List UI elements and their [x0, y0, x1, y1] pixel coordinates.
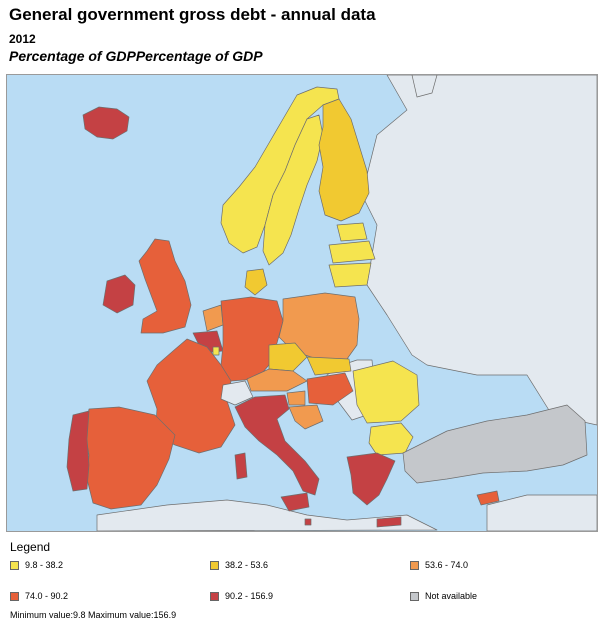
- legend-label: 38.2 - 53.6: [225, 560, 269, 570]
- legend-label: Not available: [425, 591, 478, 601]
- region-slovakia: [306, 356, 352, 376]
- region-spain: [84, 406, 176, 510]
- map-year: 2012: [9, 32, 36, 46]
- region-hungary: [306, 372, 354, 406]
- region-sicily: [280, 492, 310, 512]
- region-italy: [234, 394, 320, 496]
- legend-minmax: Minimum value:9.8 Maximum value:156.9: [10, 610, 177, 620]
- legend-item: 53.6 - 74.0: [410, 558, 468, 572]
- region-denmark: [244, 268, 268, 296]
- legend: Legend 9.8 - 38.2 38.2 - 53.6 53.6 - 74.…: [0, 538, 600, 636]
- region-croatia: [288, 404, 324, 430]
- region-latvia: [328, 240, 376, 264]
- region-ireland: [102, 274, 136, 314]
- legend-item: 9.8 - 38.2: [10, 558, 63, 572]
- legend-swatch: [210, 560, 219, 570]
- region-lithuania: [328, 262, 372, 288]
- region-luxembourg: [212, 346, 220, 356]
- region-netherlands: [202, 304, 224, 332]
- region-crete: [376, 516, 402, 528]
- region-sardinia: [234, 452, 248, 480]
- region-czech-republic: [268, 342, 308, 372]
- region-svalbard: [411, 75, 438, 98]
- region-estonia: [336, 222, 368, 242]
- legend-label: 9.8 - 38.2: [25, 560, 64, 570]
- legend-item: Not available: [410, 589, 477, 603]
- legend-item: 74.0 - 90.2: [10, 589, 68, 603]
- region-switzerland: [220, 380, 254, 406]
- legend-label: 90.2 - 156.9: [225, 591, 274, 601]
- legend-title: Legend: [10, 540, 51, 554]
- legend-item: 38.2 - 53.6: [210, 558, 268, 572]
- legend-swatch: [410, 560, 419, 570]
- region-france: [146, 338, 236, 454]
- region-turkey: [402, 404, 588, 484]
- region-iceland: [82, 106, 130, 140]
- region-united-kingdom: [138, 238, 192, 334]
- region-portugal: [66, 410, 90, 492]
- region-malta: [304, 518, 312, 526]
- map-title: General government gross debt - annual d…: [9, 5, 376, 24]
- legend-label: 74.0 - 90.2: [25, 591, 69, 601]
- region-bulgaria: [368, 422, 414, 456]
- legend-swatch: [10, 591, 19, 601]
- map-unit: Percentage of GDPPercentage of GDP: [9, 48, 263, 64]
- map-svg: [66, 75, 597, 531]
- region-cyprus: [476, 490, 500, 506]
- region-north-africa: [96, 499, 438, 531]
- legend-swatch: [210, 591, 219, 601]
- legend-swatch: [410, 591, 419, 601]
- legend-swatch: [10, 560, 19, 570]
- region-romania: [352, 360, 420, 424]
- region-slovenia: [286, 390, 306, 406]
- legend-label: 53.6 - 74.0: [425, 560, 469, 570]
- region-middle-east: [486, 494, 597, 531]
- region-finland: [318, 98, 370, 222]
- europe-map: [6, 74, 598, 532]
- region-greece: [346, 452, 396, 506]
- legend-item: 90.2 - 156.9: [210, 589, 273, 603]
